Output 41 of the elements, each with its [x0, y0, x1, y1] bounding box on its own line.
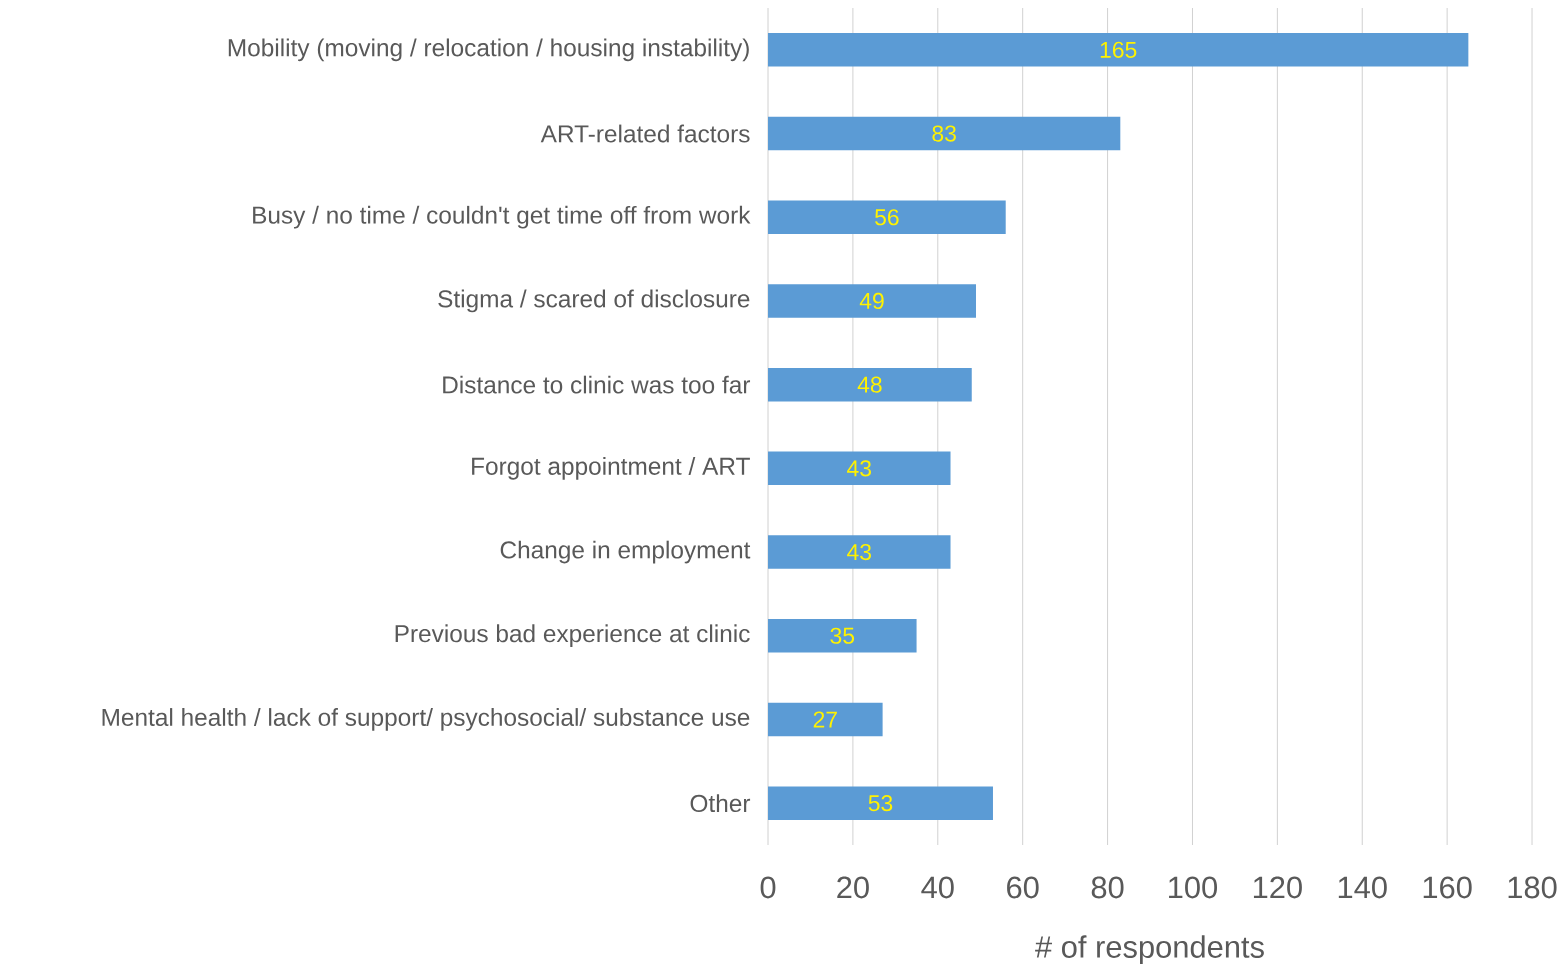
data-label: 83	[932, 125, 956, 142]
y-tick-label: Distance to clinic was too far	[443, 375, 751, 394]
y-tick-label: Other	[690, 794, 751, 812]
bar	[768, 535, 951, 569]
y-tick-label: Change in employment	[500, 540, 751, 564]
x-tick-label: 60	[1007, 876, 1039, 899]
data-label: 165	[1100, 41, 1137, 58]
y-tick-label: Previous bad experience at clinic	[395, 624, 750, 647]
data-label: 48	[857, 376, 882, 393]
bar	[768, 451, 951, 485]
y-tick-label: Forgot appointment / ART	[472, 456, 750, 480]
bar	[768, 32, 1469, 67]
data-label: 43	[847, 460, 871, 477]
bar	[768, 618, 917, 653]
y-tick-label: ART-related factors	[540, 124, 750, 143]
bar	[768, 284, 976, 318]
x-tick-label: 140	[1338, 876, 1387, 899]
y-tick-label: Mental health / lack of support/ psychosocial/ substance use	[102, 707, 750, 731]
data-label: 56	[875, 208, 899, 226]
y-tick-label: Mobility (moving / relocation / housing instability)	[228, 38, 749, 62]
bar	[768, 367, 972, 402]
data-label: 27	[813, 711, 837, 728]
data-label: 35	[830, 627, 855, 644]
x-tick-label: 180	[1508, 876, 1557, 899]
x-tick-label: 20	[837, 876, 869, 899]
bar	[768, 116, 1121, 151]
bar	[768, 200, 1006, 234]
x-tick-label: 80	[1091, 876, 1124, 899]
x-tick-label: 100	[1169, 876, 1218, 899]
x-tick-label: 160	[1423, 876, 1472, 899]
y-tick-label: Busy / no time / couldn't get time off from work	[253, 205, 751, 229]
x-tick-label: 120	[1253, 876, 1302, 899]
data-label: 53	[868, 794, 893, 812]
x-tick-label: 0	[760, 876, 776, 899]
bar	[768, 786, 993, 820]
x-tick-label: 40	[921, 876, 954, 899]
x-axis-title: # of respondents	[1035, 935, 1264, 964]
y-tick-label: Stigma / scared of disclosure	[438, 289, 750, 313]
bar	[768, 702, 883, 737]
data-label: 43	[847, 543, 871, 560]
data-label: 49	[859, 292, 884, 309]
